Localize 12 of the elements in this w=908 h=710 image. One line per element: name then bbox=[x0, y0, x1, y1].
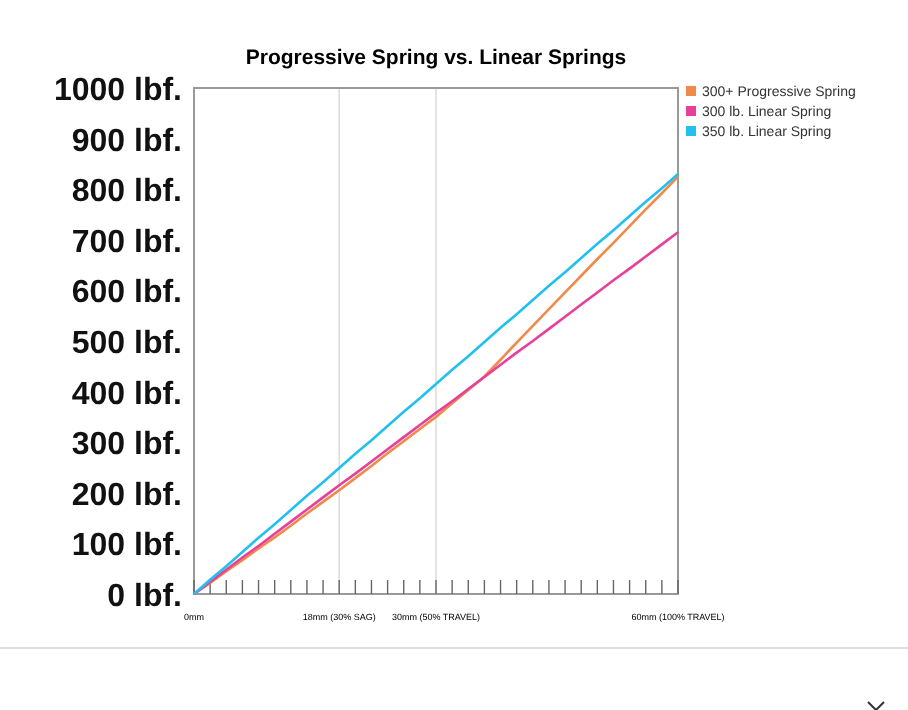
y-tick-label: 500 lbf. bbox=[71, 327, 182, 361]
y-tick-label: 700 lbf. bbox=[71, 225, 182, 260]
y-tick-label: 600 lbf. bbox=[71, 276, 182, 311]
y-tick-label: 1000 lbf. bbox=[53, 74, 182, 108]
y-tick-label: 900 lbf. bbox=[71, 124, 182, 159]
y-tick-label: 100 lbf. bbox=[71, 529, 182, 564]
y-tick-label: 400 lbf. bbox=[71, 377, 182, 412]
y-tick-label: 300 lbf. bbox=[71, 428, 182, 463]
y-tick-label: 800 lbf. bbox=[71, 175, 182, 210]
chart-title: Progressive Spring vs. Linear Springs bbox=[245, 46, 627, 70]
y-tick-label: 0 lbf. bbox=[107, 580, 182, 614]
y-tick-label: 200 lbf. bbox=[71, 478, 182, 513]
